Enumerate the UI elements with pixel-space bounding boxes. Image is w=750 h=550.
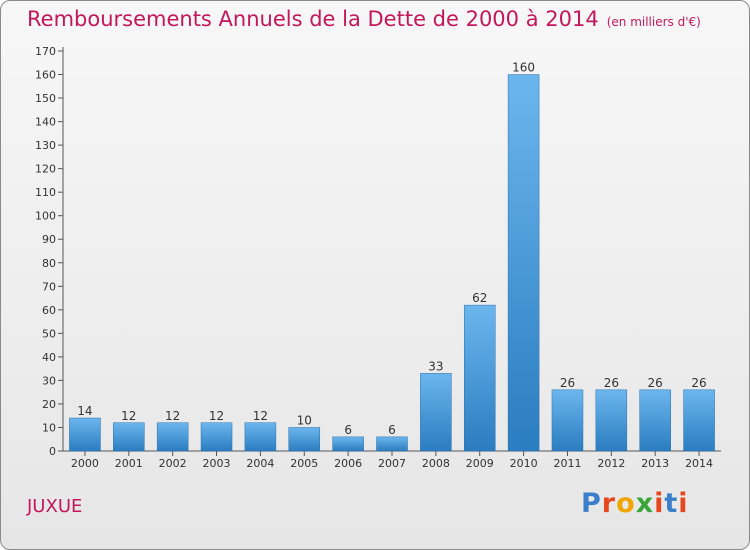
bar [463, 304, 496, 452]
y-tick-label: 90 [42, 233, 56, 246]
bar [551, 389, 584, 452]
bar [113, 422, 145, 452]
logo-letter: o [616, 488, 636, 519]
bar [200, 422, 233, 452]
bar-value-label: 62 [472, 291, 487, 305]
x-tick-label: 2014 [685, 457, 713, 470]
bar-value-label: 12 [165, 409, 180, 423]
bar-value-label: 12 [121, 409, 136, 423]
y-tick-label: 130 [35, 139, 56, 152]
y-tick-label: 140 [35, 116, 56, 129]
y-tick-label: 100 [35, 210, 56, 223]
y-tick-label: 0 [49, 445, 56, 458]
x-tick-label: 2008 [422, 457, 450, 470]
logo-letter: i [678, 488, 689, 519]
chart-title: Remboursements Annuels de la Dette de 20… [27, 7, 701, 31]
y-tick-label: 10 [42, 421, 56, 434]
logo-letter: r [601, 488, 617, 519]
logo-letter: P [581, 488, 602, 519]
bar-value-label: 160 [512, 61, 535, 75]
x-tick-label: 2006 [334, 457, 362, 470]
y-tick-label: 30 [42, 374, 56, 387]
bar-value-label: 10 [297, 413, 312, 427]
bar-value-label: 12 [209, 409, 224, 423]
bar [507, 74, 540, 452]
bar-value-label: 12 [253, 409, 268, 423]
bar [639, 389, 671, 452]
logo-letter: t [664, 488, 679, 519]
chart-title-text: Remboursements Annuels de la Dette de 20… [27, 7, 599, 31]
bar-value-label: 26 [560, 376, 575, 390]
bar [683, 389, 715, 452]
x-tick-label: 2010 [510, 457, 538, 470]
x-tick-label: 2013 [641, 457, 669, 470]
bar [244, 422, 277, 452]
x-tick-label: 2012 [597, 457, 625, 470]
bar [156, 422, 189, 452]
bar [332, 436, 364, 452]
x-tick-label: 2007 [378, 457, 406, 470]
bar [376, 436, 408, 452]
x-tick-label: 2009 [466, 457, 494, 470]
bar-value-label: 26 [648, 376, 663, 390]
logo-letter: x [635, 488, 655, 519]
x-tick-label: 2005 [290, 457, 318, 470]
proxiti-logo[interactable]: Proxiti [581, 488, 689, 519]
bar [69, 417, 101, 452]
bar-value-label: 6 [344, 423, 352, 437]
y-tick-label: 120 [35, 163, 56, 176]
y-tick-label: 110 [35, 186, 56, 199]
x-tick-label: 2000 [71, 457, 99, 470]
bar-value-label: 6 [388, 423, 396, 437]
y-tick-label: 80 [42, 257, 56, 270]
y-tick-label: 50 [42, 327, 56, 340]
y-tick-label: 60 [42, 304, 56, 317]
x-tick-label: 2004 [246, 457, 274, 470]
x-tick-label: 2002 [159, 457, 187, 470]
logo-letter: i [654, 488, 665, 519]
bar-value-label: 33 [428, 359, 443, 373]
y-tick-label: 150 [35, 92, 56, 105]
bar [420, 373, 452, 452]
y-tick-label: 20 [42, 398, 56, 411]
x-tick-label: 2003 [203, 457, 231, 470]
commune-name: JUXUE [27, 496, 83, 517]
y-tick-label: 160 [35, 69, 56, 82]
x-tick-label: 2001 [115, 457, 143, 470]
bar-value-label: 26 [604, 376, 619, 390]
chart-bars: 14 12 12 12 12 10 6 6 33 62 160 26 26 26 26 [69, 61, 715, 452]
y-tick-label: 40 [42, 351, 56, 364]
bar-value-label: 14 [77, 404, 92, 418]
x-tick-label: 2011 [553, 457, 581, 470]
y-tick-label: 170 [35, 45, 56, 58]
bar-value-label: 26 [691, 376, 706, 390]
y-tick-label: 70 [42, 280, 56, 293]
bar [288, 427, 321, 452]
bar [595, 389, 628, 452]
chart-axes: 0 10 20 30 40 50 60 70 80 90 100 110 120 130 140 150 160… [35, 45, 721, 470]
chart-unit: (en milliers d'€) [606, 15, 701, 29]
